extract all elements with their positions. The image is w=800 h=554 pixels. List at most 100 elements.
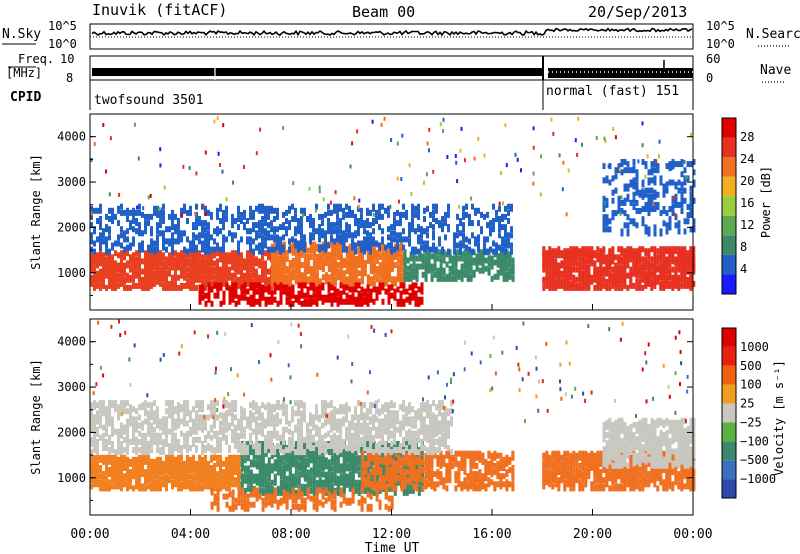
- data-cell: [471, 232, 474, 239]
- data-cell: [560, 278, 564, 285]
- data-cell: [345, 280, 349, 287]
- data-cell: [396, 232, 399, 239]
- data-cell: [348, 475, 352, 482]
- data-cell: [381, 243, 385, 250]
- data-cell: [282, 461, 286, 468]
- data-cell: [192, 244, 195, 251]
- data-cell: [135, 473, 138, 480]
- data-cell: [219, 203, 222, 210]
- data-cell: [297, 224, 300, 231]
- data-cell: [258, 226, 261, 233]
- data-cell: [481, 267, 485, 274]
- data-cell: [578, 254, 582, 261]
- data-cell: [123, 454, 126, 461]
- data-cell: [195, 284, 198, 291]
- data-cell: [330, 209, 333, 216]
- data-cell: [499, 267, 503, 274]
- data-cell: [99, 282, 102, 289]
- data-cell: [620, 228, 624, 235]
- data-cell: [135, 456, 138, 463]
- data-cell: [439, 122, 442, 127]
- data-cell: [318, 236, 321, 243]
- data-cell: [213, 246, 216, 253]
- data-cell: [126, 244, 129, 251]
- data-cell: [357, 224, 360, 231]
- data-cell: [318, 185, 321, 190]
- data-cell: [345, 249, 349, 256]
- data-cell: [291, 241, 295, 248]
- data-cell: [213, 467, 216, 473]
- data-cell: [234, 282, 238, 289]
- data-cell: [144, 224, 147, 231]
- data-cell: [417, 203, 420, 210]
- power-colorbar-label: Power [dB]: [759, 166, 773, 238]
- data-cell: [117, 220, 120, 227]
- data-cell: [216, 477, 219, 484]
- data-cell: [330, 247, 334, 254]
- data-cell: [216, 454, 219, 461]
- data-cell: [381, 257, 385, 264]
- data-cell: [96, 218, 99, 224]
- data-cell: [458, 204, 461, 209]
- data-cell: [255, 276, 258, 283]
- data-cell: [650, 201, 654, 208]
- data-cell: [150, 266, 153, 273]
- data-cell: [120, 250, 123, 257]
- data-cell: [180, 485, 183, 492]
- data-cell: [351, 451, 355, 458]
- data-cell: [288, 487, 292, 494]
- data-cell: [671, 284, 675, 291]
- data-cell: [300, 282, 304, 289]
- data-cell: [445, 261, 449, 268]
- data-cell: [207, 288, 211, 295]
- data-cell: [668, 206, 672, 212]
- data-cell: [402, 298, 406, 305]
- data-cell: [612, 213, 615, 218]
- data-cell: [345, 260, 349, 266]
- data-cell: [411, 222, 414, 229]
- data-cell: [261, 457, 265, 464]
- data-cell: [653, 193, 657, 200]
- data-cell: [237, 240, 240, 247]
- data-cell: [339, 473, 343, 480]
- data-cell: [135, 260, 138, 267]
- data-cell: [138, 230, 141, 237]
- data-cell: [204, 278, 207, 285]
- data-cell: [474, 240, 477, 247]
- data-cell: [417, 296, 421, 303]
- data-cell: [399, 241, 403, 248]
- data-cell: [300, 242, 303, 249]
- power-heatmap-cells: [90, 116, 696, 307]
- data-cell: [420, 282, 424, 289]
- data-cell: [668, 179, 672, 186]
- data-cell: [201, 254, 204, 261]
- data-cell: [189, 246, 192, 253]
- data-cell: [267, 447, 271, 454]
- data-cell: [312, 463, 316, 470]
- data-cell: [249, 445, 253, 451]
- data-cell: [578, 248, 582, 255]
- freq-strip: Freq. [MHz] 10 8 60 0 Nave: [6, 52, 791, 85]
- data-cell: [207, 222, 210, 229]
- data-cell: [189, 250, 192, 257]
- data-cell: [138, 454, 141, 461]
- data-cell: [436, 267, 440, 274]
- data-cell: [216, 272, 219, 279]
- data-cell: [400, 177, 403, 181]
- data-cell: [384, 288, 388, 295]
- data-cell: [608, 179, 612, 186]
- data-cell: [183, 460, 186, 467]
- data-cell: [189, 456, 192, 463]
- data-cell: [372, 489, 376, 496]
- data-cell: [297, 240, 300, 247]
- data-cell: [492, 203, 495, 210]
- data-cell: [683, 228, 687, 235]
- data-cell: [581, 282, 585, 289]
- data-cell: [551, 266, 555, 273]
- data-cell: [363, 296, 367, 303]
- data-cell: [234, 300, 238, 307]
- data-cell: [198, 238, 201, 245]
- data-cell: [312, 469, 316, 476]
- data-cell: [183, 274, 186, 281]
- data-cell: [174, 456, 177, 463]
